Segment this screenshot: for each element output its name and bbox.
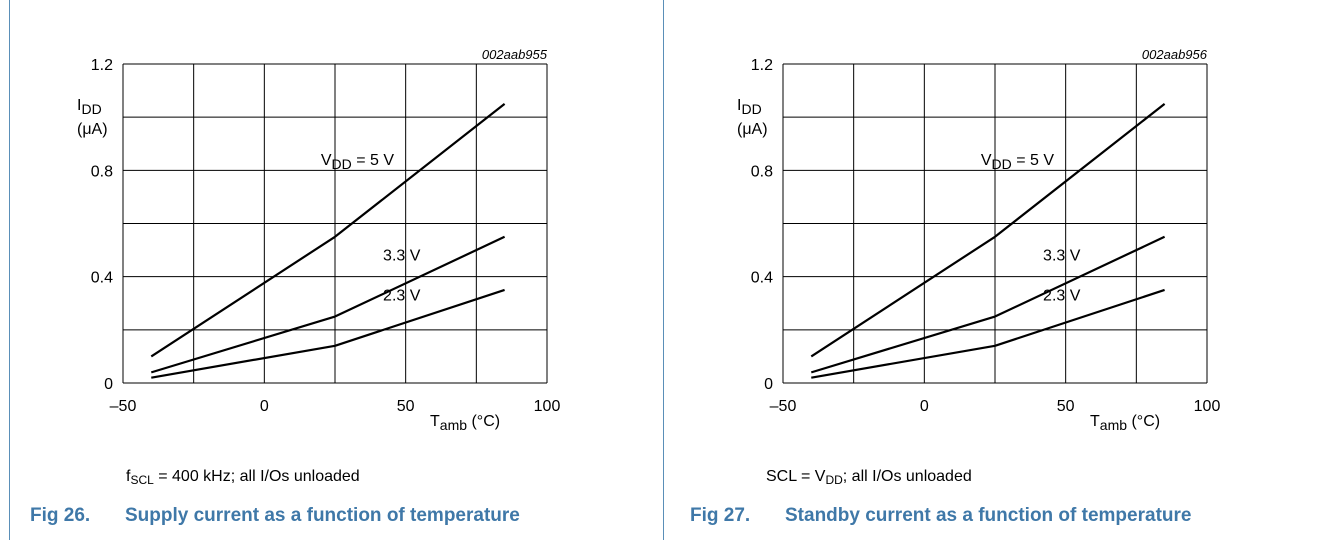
series-label: 3.3 V: [383, 248, 421, 265]
y-tick-label: 0.8: [91, 163, 113, 180]
figure-27-title: Standby current as a function of tempera…: [785, 505, 1192, 526]
figure-code: 002aab956: [1142, 47, 1208, 62]
series-line: [150, 235, 506, 374]
chart-26: 0 0.4 0.8 1.2 –50 0 50 100 002aab955 IDD (μA) Tamb …: [77, 47, 561, 433]
series-line: [811, 288, 1165, 379]
x-tick-label: 100: [534, 398, 561, 415]
series-line: [151, 288, 505, 379]
figure-26-caption: Fig 26. Supply current as a function of t…: [30, 505, 520, 527]
y-tick-label: 0: [104, 376, 113, 393]
series-line: [150, 103, 506, 358]
figure-26-note: fSCL = 400 kHz; all I/Os unloaded: [126, 468, 360, 487]
figure-26-number: Fig 26.: [30, 505, 91, 526]
x-axis-label: Tamb (°C): [1090, 413, 1160, 433]
series-label: 3.3 V: [1043, 248, 1081, 265]
y-tick-label: 0.8: [751, 163, 773, 180]
figure-27-note: SCL = VDD; all I/Os unloaded: [766, 468, 972, 487]
y-tick-label: 1.2: [751, 57, 773, 74]
figure-27-panel: 0 0.4 0.8 1.2 –50 0 50 100 002aab956 IDD (μA) Tamb …: [670, 0, 1323, 540]
frame-divider: [663, 0, 664, 540]
x-tick-label: 0: [920, 398, 929, 415]
figure-27-caption: Fig 27. Standby current as a function of …: [690, 505, 1191, 527]
series-label: VDD = 5 V: [321, 152, 394, 172]
y-tick-label: 0: [764, 376, 773, 393]
figure-26-panel: 0 0.4 0.8 1.2 –50 0 50 100 002aab955 IDD (μA) Tamb …: [10, 0, 663, 540]
figure-26-title: Supply current as a function of temperat…: [125, 505, 520, 526]
y-axis-unit: (μA): [77, 121, 108, 138]
frame-left-rule: [9, 0, 10, 540]
figure-code: 002aab955: [482, 47, 548, 62]
y-axis-unit: (μA): [737, 121, 768, 138]
x-tick-label: 0: [260, 398, 269, 415]
y-axis-label: IDD: [77, 97, 102, 117]
series-label: VDD = 5 V: [981, 152, 1054, 172]
grid: [782, 63, 1208, 384]
x-tick-label: 50: [397, 398, 415, 415]
x-tick-label: –50: [770, 398, 797, 415]
grid: [122, 63, 548, 384]
x-tick-label: –50: [110, 398, 137, 415]
y-tick-label: 0.4: [751, 270, 773, 287]
series-label: 2.3 V: [1043, 288, 1081, 305]
y-tick-label: 0.4: [91, 270, 113, 287]
series-line: [810, 235, 1166, 374]
y-tick-label: 1.2: [91, 57, 113, 74]
series-label: 2.3 V: [383, 288, 421, 305]
x-tick-label: 100: [1194, 398, 1221, 415]
chart-27: 0 0.4 0.8 1.2 –50 0 50 100 002aab956 IDD (μA) Tamb …: [737, 47, 1221, 433]
figure-27-number: Fig 27.: [690, 505, 751, 526]
x-axis-label: Tamb (°C): [430, 413, 500, 433]
x-tick-label: 50: [1057, 398, 1075, 415]
y-axis-label: IDD: [737, 97, 762, 117]
series-line: [810, 103, 1166, 358]
